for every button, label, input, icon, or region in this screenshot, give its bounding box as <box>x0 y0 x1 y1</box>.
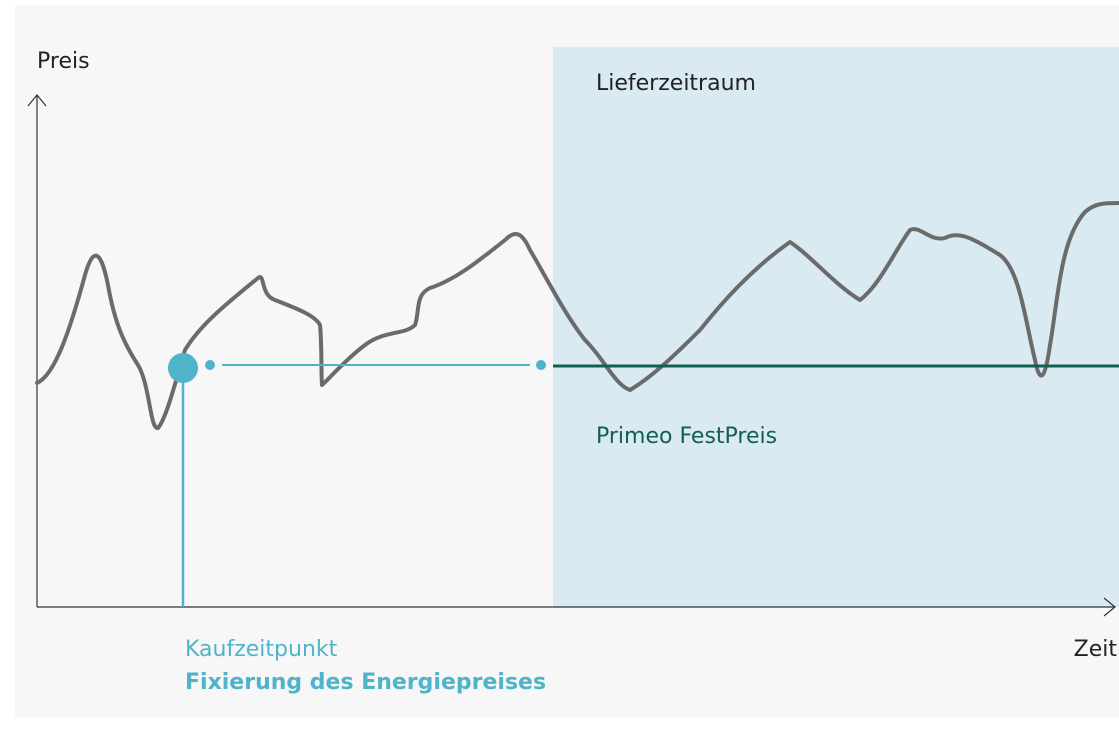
x-axis-label: Zeit <box>1074 637 1118 662</box>
purchase-point <box>168 353 198 383</box>
dot <box>536 360 546 370</box>
dot <box>205 360 215 370</box>
delivery-region <box>553 47 1119 607</box>
fixed-price-label: Primeo FestPreis <box>596 424 777 449</box>
y-axis-label: Preis <box>37 49 90 74</box>
region-label: Lieferzeitraum <box>596 71 756 96</box>
price-curve <box>35 201 1119 430</box>
purchase-label: Kaufzeitpunkt <box>185 637 338 662</box>
x-axis-arrow <box>1103 597 1116 617</box>
purchase-caption: Fixierung des Energiepreises <box>185 670 546 695</box>
y-axis-arrow <box>27 94 47 107</box>
